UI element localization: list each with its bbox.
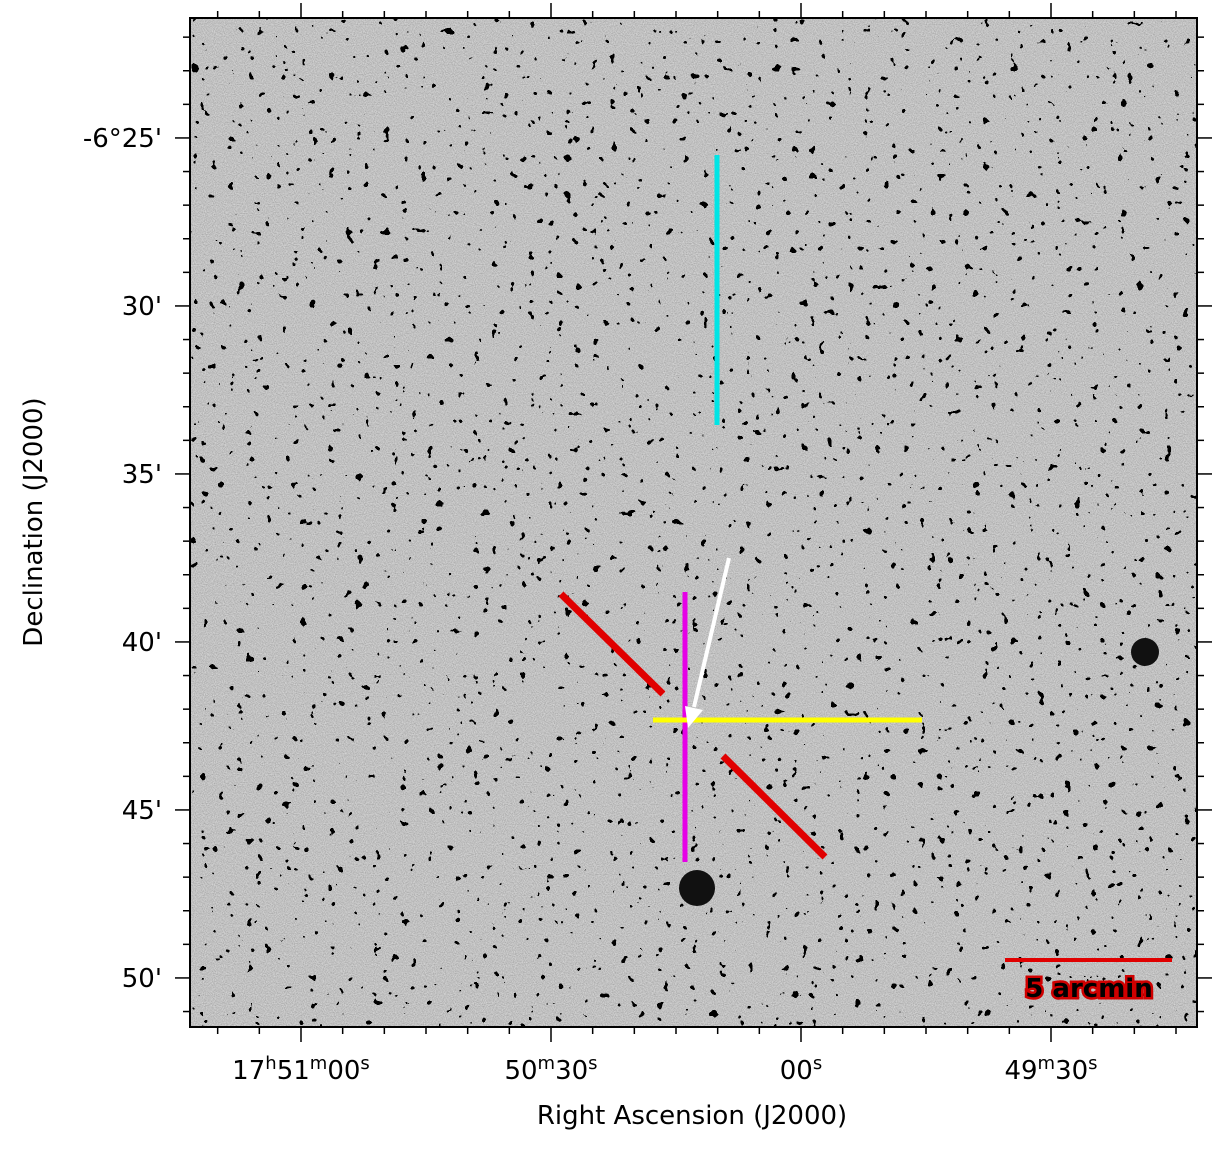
y-tick-label: 35' bbox=[122, 460, 162, 490]
x-tick-label-part: s bbox=[1088, 1053, 1097, 1074]
x-tick-label-part: m bbox=[538, 1053, 556, 1074]
x-tick-label-part: s bbox=[360, 1053, 369, 1074]
x-tick-label: 50m30s bbox=[504, 1053, 597, 1087]
x-tick-label-part: m bbox=[310, 1053, 328, 1074]
y-axis-label: Declination (J2000) bbox=[19, 397, 49, 646]
red-line bbox=[720, 753, 828, 860]
x-tick-label-part: s bbox=[588, 1053, 597, 1074]
scale-bar-label: 5 arcmin bbox=[1025, 974, 1152, 1004]
x-tick-label-part: 00 bbox=[327, 1056, 360, 1086]
x-tick-label-part: 50 bbox=[504, 1056, 537, 1086]
x-tick-label-part: 51 bbox=[277, 1056, 310, 1086]
x-tick-label: 17h51m00s bbox=[232, 1053, 370, 1087]
annotations: 5 arcmin bbox=[558, 155, 1172, 1007]
y-tick-label: -6°25' bbox=[83, 124, 162, 154]
y-tick-label: 50' bbox=[122, 964, 162, 994]
x-tick-label-part: m bbox=[1038, 1053, 1056, 1074]
plot-frame bbox=[189, 17, 1198, 1028]
x-axis-label: Right Ascension (J2000) bbox=[537, 1101, 847, 1131]
x-tick-label-part: 17 bbox=[232, 1056, 265, 1086]
arrow-head bbox=[685, 706, 703, 728]
x-tick-label-part: 49 bbox=[1004, 1056, 1037, 1086]
x-tick-label-part: 30 bbox=[555, 1056, 588, 1086]
x-tick-label-part: 30 bbox=[1055, 1056, 1088, 1086]
sky-image bbox=[190, 18, 1197, 1027]
x-tick-label-part: h bbox=[265, 1053, 276, 1074]
arrow-shaft bbox=[692, 557, 731, 708]
y-tick-label: 30' bbox=[122, 292, 162, 322]
x-tick-label-part: 00 bbox=[780, 1056, 813, 1086]
y-tick-label: 45' bbox=[122, 796, 162, 826]
red-line bbox=[558, 591, 666, 697]
x-tick-label: 00s bbox=[780, 1053, 822, 1087]
x-tick-label-part: s bbox=[813, 1053, 822, 1074]
y-tick-label: 40' bbox=[122, 628, 162, 658]
x-tick-label: 49m30s bbox=[1004, 1053, 1097, 1087]
